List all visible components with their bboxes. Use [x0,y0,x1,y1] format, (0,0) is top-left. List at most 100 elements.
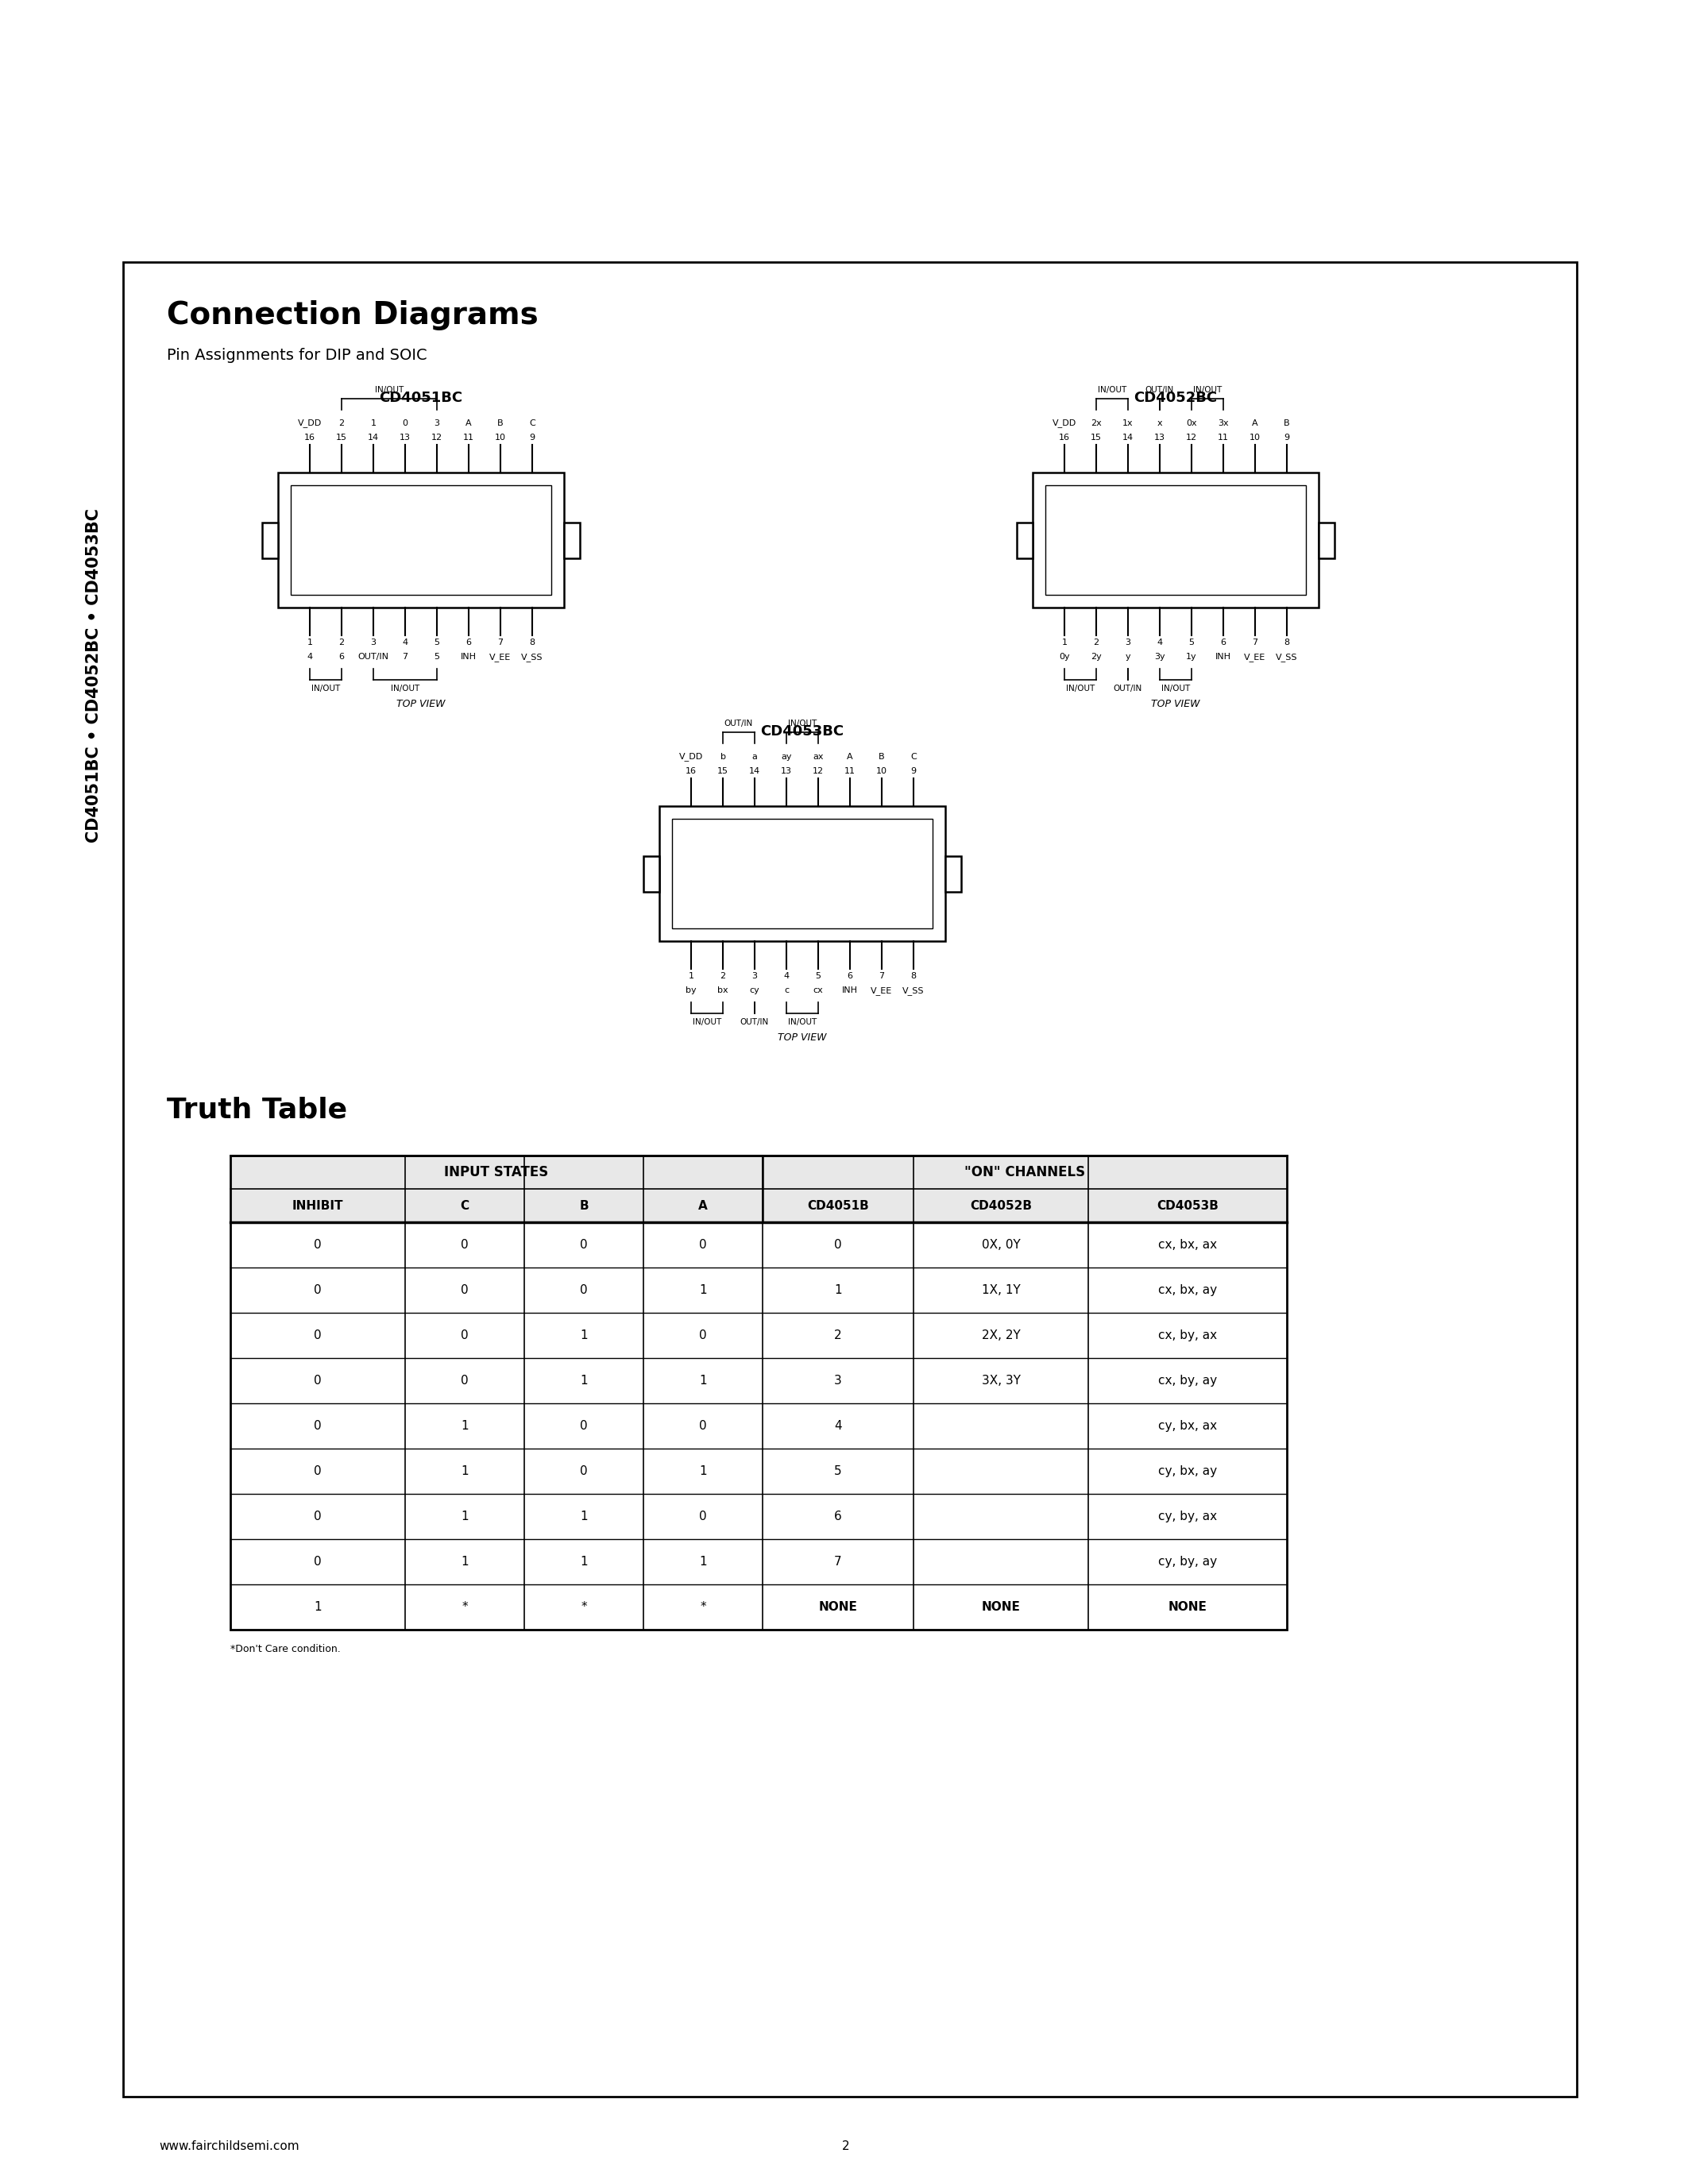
Text: 0: 0 [461,1330,469,1341]
Bar [262,522,279,557]
Text: V_EE: V_EE [1244,653,1266,662]
Text: INH: INH [461,653,476,662]
Text: 14: 14 [1123,435,1134,441]
Text: 9: 9 [1285,435,1290,441]
Text: 2: 2 [842,2140,849,2151]
Text: 1: 1 [699,1555,707,1568]
Text: 4: 4 [834,1420,842,1433]
Text: c: c [783,987,788,994]
Text: TOP VIEW: TOP VIEW [397,699,446,710]
Bar [945,856,960,891]
Text: OUT/IN: OUT/IN [1114,684,1143,692]
Text: OUT/IN: OUT/IN [724,719,753,727]
Text: 3: 3 [834,1374,842,1387]
Text: 0: 0 [461,1238,469,1251]
Text: IN/OUT: IN/OUT [375,387,403,393]
Text: 1: 1 [461,1511,469,1522]
Text: IN/OUT: IN/OUT [788,1018,817,1026]
Text: V_SS: V_SS [522,653,544,662]
Text: IN/OUT: IN/OUT [311,684,339,692]
Text: V_SS: V_SS [1276,653,1298,662]
Text: 4: 4 [402,638,408,646]
Text: C: C [528,419,535,428]
Text: 2: 2 [721,972,726,981]
Text: 2: 2 [339,638,344,646]
Text: 14: 14 [368,435,378,441]
Text: 0: 0 [314,1330,321,1341]
Text: B: B [879,753,885,760]
Text: 12: 12 [432,435,442,441]
Text: 5: 5 [1188,638,1195,646]
Bar [230,1155,1286,1629]
Text: 0: 0 [314,1374,321,1387]
Text: cx, by, ay: cx, by, ay [1158,1374,1217,1387]
Text: 2x: 2x [1090,419,1102,428]
Text: 0: 0 [461,1374,469,1387]
Text: 13: 13 [1155,435,1165,441]
Text: 0: 0 [402,419,408,428]
Text: 7: 7 [879,972,885,981]
Text: OUT/IN: OUT/IN [1146,387,1175,393]
Text: ay: ay [782,753,792,760]
Text: 3: 3 [751,972,758,981]
Text: 1X, 1Y: 1X, 1Y [981,1284,1020,1295]
Text: *Don't Care condition.: *Don't Care condition. [230,1645,341,1653]
Text: 1: 1 [307,638,312,646]
Text: 6: 6 [834,1511,842,1522]
Text: 0: 0 [581,1284,587,1295]
Text: y: y [1126,653,1131,662]
Text: IN/OUT: IN/OUT [1065,684,1096,692]
Text: 0x: 0x [1187,419,1197,428]
Text: B: B [498,419,503,428]
Text: CD4052BC: CD4052BC [1134,391,1217,404]
Text: Truth Table: Truth Table [167,1096,348,1123]
Text: 8: 8 [1285,638,1290,646]
Text: 12: 12 [812,767,824,775]
Text: cx, bx, ax: cx, bx, ax [1158,1238,1217,1251]
Text: V_SS: V_SS [903,987,925,996]
Text: 6: 6 [339,653,344,662]
Text: 2X, 2Y: 2X, 2Y [981,1330,1020,1341]
Text: 1y: 1y [1187,653,1197,662]
Bar [672,819,932,928]
Text: 5: 5 [834,1465,842,1476]
Bar [123,262,1577,2097]
Text: 0: 0 [699,1330,707,1341]
Text: INH: INH [842,987,858,994]
Text: TOP VIEW: TOP VIEW [778,1033,827,1042]
Text: INPUT STATES: INPUT STATES [444,1164,549,1179]
Text: 9: 9 [530,435,535,441]
Text: INH: INH [1215,653,1231,662]
Text: *: * [581,1601,587,1614]
Bar [1016,522,1033,557]
Text: 16: 16 [685,767,697,775]
Text: 1: 1 [1062,638,1067,646]
Text: 7: 7 [834,1555,842,1568]
Text: V_DD: V_DD [1052,419,1077,428]
Text: 2y: 2y [1090,653,1102,662]
Text: NONE: NONE [1168,1601,1207,1614]
Text: CD4051BC • CD4052BC • CD4053BC: CD4051BC • CD4052BC • CD4053BC [86,509,101,843]
Text: 9: 9 [912,767,917,775]
Text: B: B [1285,419,1290,428]
Text: 10: 10 [495,435,506,441]
Text: "ON" CHANNELS: "ON" CHANNELS [964,1164,1085,1179]
Text: cy: cy [749,987,760,994]
Bar [279,472,564,607]
Text: 7: 7 [402,653,408,662]
Text: 0: 0 [581,1420,587,1433]
Text: cy, bx, ax: cy, bx, ax [1158,1420,1217,1433]
Text: 0: 0 [314,1420,321,1433]
Text: b: b [721,753,726,760]
Bar [660,806,945,941]
Text: 11: 11 [463,435,474,441]
Bar [290,485,552,594]
Text: 0: 0 [581,1465,587,1476]
Text: a: a [751,753,758,760]
Text: OUT/IN: OUT/IN [741,1018,770,1026]
Text: 0: 0 [581,1238,587,1251]
Text: 6: 6 [466,638,471,646]
Text: 0: 0 [699,1420,707,1433]
Text: 13: 13 [782,767,792,775]
Text: Connection Diagrams: Connection Diagrams [167,299,538,330]
